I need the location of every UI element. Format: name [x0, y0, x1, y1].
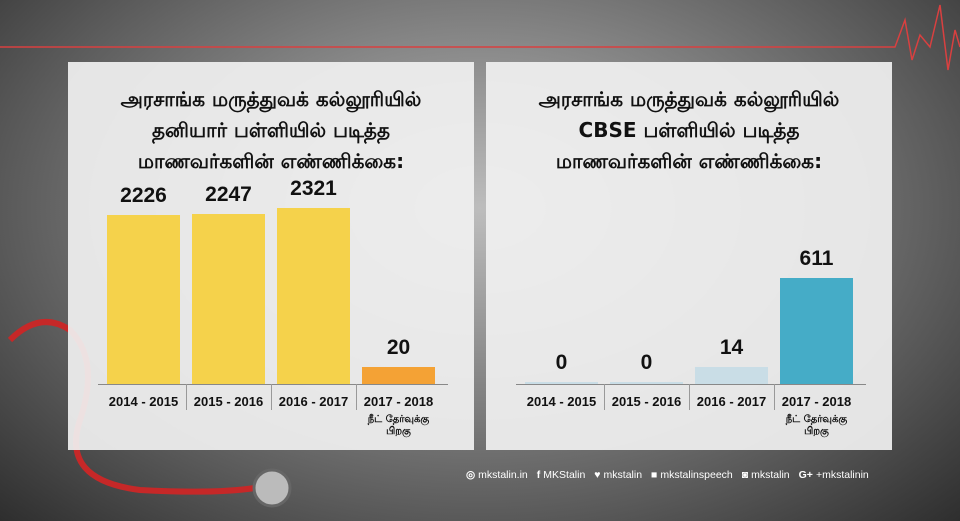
social-link[interactable]: ■ mkstalinspeech — [651, 469, 733, 481]
bar — [362, 367, 435, 384]
tick-separator — [271, 384, 272, 410]
bar — [695, 367, 768, 384]
social-link[interactable]: ◎ mkstalin.in — [466, 469, 528, 481]
globe-icon: ◎ — [466, 469, 476, 481]
social-handle: mkstalin — [751, 469, 790, 481]
bar — [107, 215, 180, 384]
x-tick-label: 2017 - 2018 — [781, 394, 852, 409]
x-tick-label: 2015 - 2016 — [611, 394, 682, 409]
bar — [277, 208, 350, 384]
social-footer: ◎ mkstalin.in f MKStalin ♥ mkstalin ■ mkstalins… — [466, 469, 869, 481]
data-label: 2226 — [120, 184, 167, 207]
data-label: 0 — [640, 351, 653, 374]
chart-title-line: மாணவர்களின் எண்ணிக்கை: — [137, 149, 405, 173]
bar — [192, 214, 265, 384]
x-tick-label: 2016 - 2017 — [696, 394, 767, 409]
tick-separator — [774, 384, 775, 410]
x-axis-line — [516, 384, 866, 385]
chart-title-line: அரசாங்க மருத்துவக் கல்லூரியில் — [120, 87, 422, 111]
social-link[interactable]: ♥ mkstalin — [594, 469, 642, 481]
social-handle: MKStalin — [543, 469, 586, 481]
x-tick-label: 2015 - 2016 — [193, 394, 264, 409]
social-handle: mkstalinspeech — [660, 469, 733, 481]
data-label: 611 — [799, 247, 834, 270]
social-link[interactable]: ◙ mkstalin — [742, 469, 790, 481]
chart-title-line: மாணவர்களின் எண்ணிக்கை: — [555, 149, 823, 173]
x-tick-label: 2016 - 2017 — [278, 394, 349, 409]
chart-title: அரசாங்க மருத்துவக் கல்லூரியில் CBSE பள்ளி… — [486, 84, 892, 177]
tick-separator — [186, 384, 187, 410]
chart-title-line: CBSE பள்ளியில் படித்த — [578, 118, 800, 142]
data-label: 14 — [719, 336, 744, 359]
x-tick-label: 2014 - 2015 — [526, 394, 597, 409]
bar — [525, 382, 598, 384]
chart-title-line: தனியார் பள்ளியில் படித்த — [152, 118, 390, 142]
social-handle: mkstalin.in — [478, 469, 528, 481]
chart-title: அரசாங்க மருத்துவக் கல்லூரியில் தனியார் பள… — [68, 84, 474, 177]
social-link[interactable]: f MKStalin — [537, 469, 586, 481]
social-handle: mkstalin — [603, 469, 643, 481]
neet-note-label: நீட் தேர்வுக்கு பிறகு — [785, 414, 848, 437]
neet-note-label: நீட் தேர்வுக்கு பிறகு — [367, 414, 430, 437]
chart-title-line: அரசாங்க மருத்துவக் கல்லூரியில் — [538, 87, 840, 111]
tick-separator — [604, 384, 605, 410]
private-school-chart-panel: அரசாங்க மருத்துவக் கல்லூரியில் தனியார் பள… — [68, 62, 474, 450]
tick-separator — [356, 384, 357, 410]
ecg-line-decoration — [0, 4, 960, 71]
bar — [610, 382, 683, 384]
tick-separator — [689, 384, 690, 410]
data-label: 20 — [386, 336, 411, 359]
x-axis-line — [98, 384, 448, 385]
x-tick-label: 2014 - 2015 — [108, 394, 179, 409]
x-tick-label: 2017 - 2018 — [363, 394, 434, 409]
social-handle: +mkstalinin — [815, 469, 869, 481]
cbse-school-chart-panel: அரசாங்க மருத்துவக் கல்லூரியில் CBSE பள்ளி… — [486, 62, 892, 450]
data-label: 0 — [555, 351, 568, 374]
social-link[interactable]: G+ +mkstalinin — [799, 469, 869, 481]
youtube-icon: ■ — [651, 469, 658, 481]
facebook-icon: f — [536, 469, 541, 481]
data-label: 2247 — [205, 183, 252, 206]
twitter-icon: ♥ — [594, 469, 601, 481]
instagram-icon: ◙ — [741, 469, 749, 481]
bar — [780, 278, 853, 384]
google-plus-icon: G+ — [798, 469, 813, 481]
data-label: 2321 — [290, 177, 337, 200]
